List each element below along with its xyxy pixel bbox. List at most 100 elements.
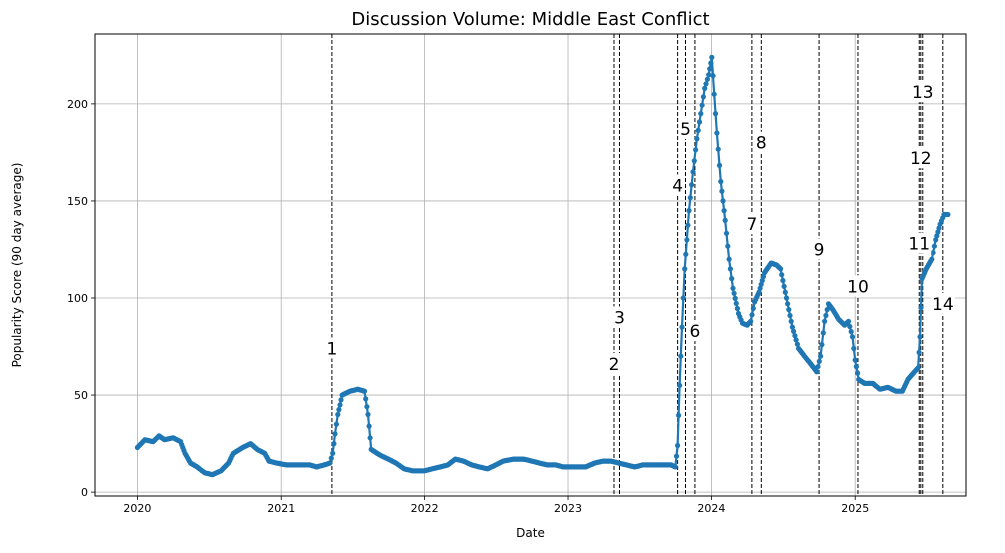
data-point xyxy=(678,353,684,359)
data-point xyxy=(338,397,344,403)
y-tick-label: 100 xyxy=(67,292,88,305)
event-label-bg xyxy=(930,292,955,314)
data-point xyxy=(696,119,703,125)
data-point xyxy=(703,81,709,87)
data-point xyxy=(704,76,711,82)
data-point xyxy=(848,329,854,335)
event-label: 4 xyxy=(672,176,683,196)
data-point xyxy=(336,407,342,413)
data-point xyxy=(791,328,797,334)
data-point xyxy=(915,365,921,371)
data-point xyxy=(337,402,343,408)
data-point xyxy=(330,450,336,456)
data-point xyxy=(695,127,701,133)
y-tick-label: 150 xyxy=(67,195,88,208)
data-point xyxy=(730,285,736,291)
event-label-bg xyxy=(908,147,933,169)
data-series xyxy=(134,54,951,478)
event-label-bg xyxy=(845,275,870,297)
data-point xyxy=(794,341,801,347)
data-point xyxy=(823,312,829,319)
data-point xyxy=(708,60,714,66)
data-point xyxy=(731,290,737,296)
x-tick-label: 2023 xyxy=(554,502,582,515)
data-point xyxy=(702,85,708,91)
data-point xyxy=(331,441,337,447)
x-tick-label: 2020 xyxy=(123,502,151,515)
x-tick-label: 2022 xyxy=(411,502,439,515)
data-point xyxy=(364,404,370,410)
data-point xyxy=(931,243,938,249)
x-axis-label: Date xyxy=(516,526,545,540)
data-point xyxy=(694,136,700,142)
data-point xyxy=(785,301,791,307)
data-point xyxy=(710,73,716,79)
event-label-bg xyxy=(907,232,932,254)
data-point xyxy=(706,72,712,78)
data-point xyxy=(714,130,720,136)
y-tick-label: 50 xyxy=(74,389,88,402)
data-point xyxy=(683,251,689,257)
data-point xyxy=(916,349,922,355)
data-point xyxy=(748,318,754,324)
data-point xyxy=(820,330,826,336)
data-point xyxy=(853,364,860,370)
event-label: 12 xyxy=(910,149,932,169)
data-point xyxy=(698,111,704,117)
data-point xyxy=(934,233,940,239)
data-point xyxy=(756,289,762,295)
y-tick-label: 200 xyxy=(67,98,88,111)
data-point xyxy=(847,323,853,330)
data-point xyxy=(788,318,794,324)
data-point xyxy=(818,353,824,359)
data-point xyxy=(720,198,726,204)
data-point xyxy=(792,333,798,339)
data-point xyxy=(758,281,764,287)
data-point xyxy=(685,222,691,228)
data-point xyxy=(679,324,685,330)
data-point xyxy=(851,345,857,352)
data-point xyxy=(673,453,680,459)
data-point xyxy=(712,111,719,117)
data-point xyxy=(929,256,935,262)
data-point xyxy=(759,277,765,284)
data-point xyxy=(722,217,728,223)
data-point xyxy=(849,334,856,340)
data-point xyxy=(816,358,822,364)
data-point xyxy=(366,423,372,429)
data-point xyxy=(686,208,692,214)
x-tick-label: 2024 xyxy=(697,502,725,515)
event-label: 9 xyxy=(814,240,825,260)
data-point xyxy=(700,94,707,100)
event-label: 3 xyxy=(614,308,625,328)
data-point xyxy=(822,318,828,324)
event-label: 1 xyxy=(326,339,337,359)
data-point xyxy=(918,305,924,311)
data-point xyxy=(749,312,755,318)
event-label-bg xyxy=(687,320,702,341)
data-point xyxy=(675,442,681,449)
data-point xyxy=(333,421,339,427)
data-point xyxy=(793,337,799,343)
data-point xyxy=(779,272,785,278)
event-label-bg xyxy=(670,174,685,196)
data-point xyxy=(933,237,939,243)
y-axis-label: Popularity Score (90 day average) xyxy=(10,163,24,368)
data-point xyxy=(726,256,732,262)
data-point xyxy=(709,54,715,60)
event-label: 7 xyxy=(746,215,757,235)
data-point xyxy=(677,382,683,388)
data-point xyxy=(855,370,861,376)
data-point xyxy=(707,66,713,72)
data-point xyxy=(335,411,341,418)
x-tick-label: 2021 xyxy=(267,502,295,515)
data-point xyxy=(757,285,763,291)
data-point xyxy=(734,305,741,312)
data-point xyxy=(365,411,371,418)
axis-ticks: 2020 2021 2022 2023 2024 2025 0 50 100 150 200 xyxy=(67,98,869,515)
event-label-bg xyxy=(910,81,935,103)
data-point xyxy=(361,388,368,394)
event-label-bg xyxy=(744,213,759,235)
data-point xyxy=(725,243,731,249)
